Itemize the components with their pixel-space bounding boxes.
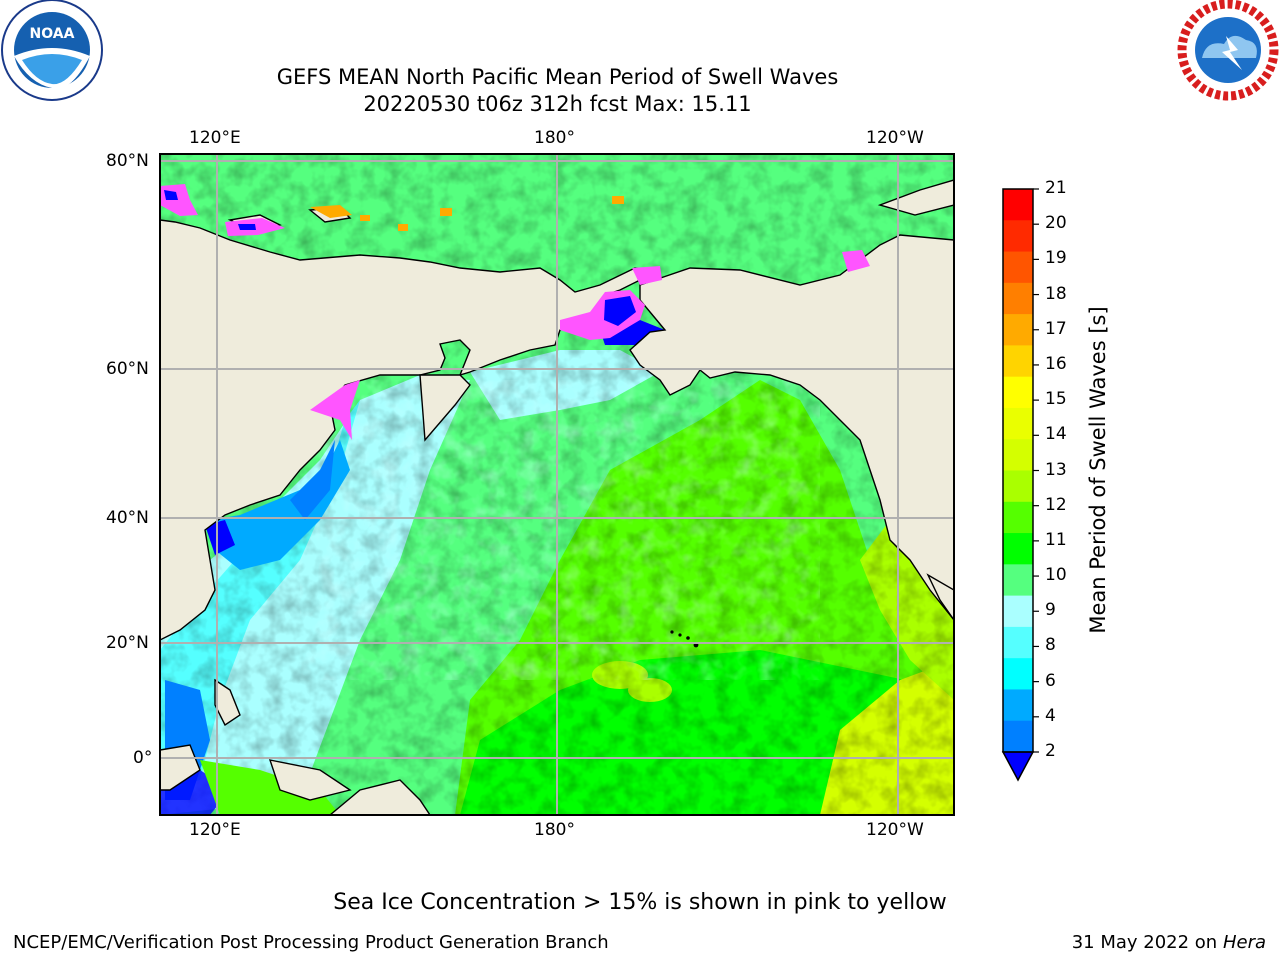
colorbar-segment: [1003, 595, 1033, 628]
colorbar-tick-label: 18: [1045, 283, 1067, 304]
colorbar-segment: [1003, 564, 1033, 597]
map-area: [160, 154, 954, 815]
colorbar-segment: [1003, 470, 1033, 503]
sea-ice-east-siberian: [310, 205, 352, 218]
sea-ice-kara-core: [164, 190, 178, 200]
land-kamchatka: [419, 374, 471, 442]
land-north-america-south: [926, 573, 954, 622]
colorbar-segment: [1003, 189, 1033, 221]
sea-ice-dot-2: [440, 208, 452, 216]
colorbar-extend-triangle: [1001, 751, 1035, 782]
colorbar-segment: [1003, 345, 1033, 378]
texture-noise-light: [300, 380, 820, 680]
noaa-logo: NOAA: [0, 0, 104, 104]
colorbar-tick-label: 4: [1045, 705, 1056, 726]
swell-field-blue-japan: [210, 440, 350, 570]
colorbar-tick-label: 8: [1045, 635, 1056, 656]
colorbar-segment: [1003, 439, 1033, 471]
colorbar-tick-label: 20: [1045, 213, 1067, 234]
sea-ice-dot-1: [612, 196, 624, 204]
colorbar-tick-label: 17: [1045, 318, 1067, 339]
map-frame: [159, 153, 955, 816]
footer-date: 31 May 2022 on: [1071, 932, 1218, 953]
sea-ice-okhotsk: [310, 380, 360, 440]
sea-ice-chukchi: [632, 266, 662, 285]
colorbar-tick-label: 6: [1045, 670, 1056, 691]
nws-logo: [1176, 0, 1280, 104]
top-lon-label-120e: 120°E: [189, 128, 241, 148]
land-philippines: [214, 678, 241, 727]
colorbar: [1001, 188, 1039, 782]
colorbar-segment: [1003, 501, 1033, 534]
colorbar-segment: [1003, 626, 1033, 659]
footer-left: NCEP/EMC/Verification Post Processing Pr…: [13, 932, 609, 953]
sea-ice: [160, 184, 870, 440]
bottom-lon-label-120w: 120°W: [866, 820, 924, 840]
colorbar-tick-label: 13: [1045, 459, 1067, 480]
colorbar-segment: [1003, 376, 1033, 409]
lat-label-80n: 80°N: [106, 151, 149, 171]
swell-field-blue-yellow-sea: [205, 520, 235, 555]
sea-ice-bering-core: [604, 296, 636, 326]
bottom-lon-label-180: 180°: [534, 820, 575, 840]
colorbar-tick-label: 19: [1045, 248, 1067, 269]
colorbar-segment: [1003, 251, 1033, 284]
lat-label-40n: 40°N: [106, 508, 149, 528]
colorbar-tick-label: 15: [1045, 389, 1067, 410]
colorbar-tick-label: 9: [1045, 600, 1056, 621]
colorbar-segment: [1003, 407, 1033, 440]
sea-ice-dot-3: [398, 224, 408, 231]
colorbar-segment: [1003, 220, 1033, 253]
colorbar-tick-label: 12: [1045, 494, 1067, 515]
swell-field-green-indonesia: [200, 760, 340, 815]
colorbar-segment: [1003, 658, 1033, 690]
footer-right: 31 May 2022 on Hera: [1072, 932, 1266, 953]
swell-field-blue-sea-of-japan: [290, 440, 335, 520]
colorbar-tick-label: 21: [1045, 178, 1067, 198]
land-new-guinea: [268, 759, 352, 801]
colorbar-tick-label: 10: [1045, 565, 1067, 586]
top-lon-label-180: 180°: [534, 128, 575, 148]
colorbar-tick-label: 11: [1045, 529, 1067, 550]
hawaii-island-2: [678, 633, 682, 637]
colorbar-tick-label: 14: [1045, 424, 1067, 445]
sea-ice-laptev-core: [238, 224, 256, 230]
chart-title: GEFS MEAN North Pacific Mean Period of S…: [276, 65, 839, 89]
land-asia: [160, 154, 652, 641]
land-borneo: [160, 744, 201, 791]
sea-ice-note: Sea Ice Concentration > 15% is shown in …: [333, 890, 947, 915]
footer-machine: Hera: [1222, 932, 1266, 953]
sea-ice-beaufort: [842, 250, 870, 272]
lat-label-0: 0°: [133, 748, 153, 768]
colorbar-segment: [1003, 533, 1033, 565]
land-masses: [160, 154, 954, 815]
land-australia: [328, 779, 431, 815]
colorbar-segment: [1003, 282, 1033, 315]
hawaii-island-3: [686, 636, 690, 640]
hawaii-island-1: [670, 630, 674, 634]
chart-subtitle: 20220530 t06z 312h fcst Max: 15.11: [363, 92, 752, 116]
bottom-lon-label-120e: 120°E: [189, 820, 241, 840]
colorbar-label: Mean Period of Swell Waves [s]: [1086, 306, 1110, 634]
noaa-logo-text: NOAA: [30, 26, 75, 42]
colorbar-segment: [1003, 720, 1033, 753]
colorbar-tick-label: 16: [1045, 353, 1067, 374]
colorbar-segment: [1003, 314, 1033, 346]
graticule: [160, 154, 954, 815]
sea-ice-dot-4: [360, 215, 370, 221]
colorbar-tick-label: 2: [1045, 741, 1056, 761]
land-alaska: [629, 234, 954, 622]
lat-label-20n: 20°N: [106, 633, 149, 653]
colorbar-segment: [1003, 689, 1033, 722]
lat-label-60n: 60°N: [106, 359, 149, 379]
top-lon-label-120w: 120°W: [866, 128, 924, 148]
